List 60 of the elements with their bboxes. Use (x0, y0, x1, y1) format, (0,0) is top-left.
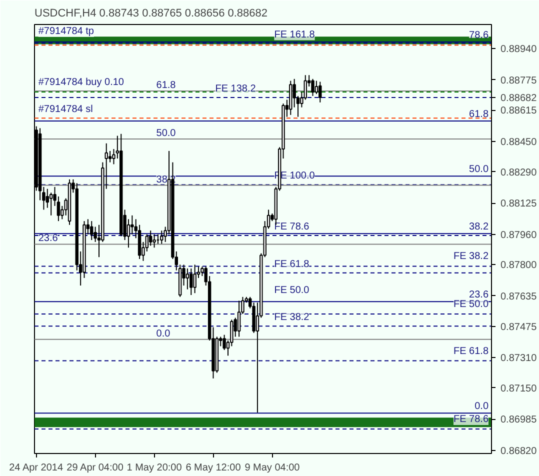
candlestick (237, 300, 241, 338)
y-tick-label: 0.87960 (500, 230, 538, 241)
x-tick-label: 9 May 04:00 (244, 462, 300, 474)
annotation: 50.0 (156, 128, 176, 139)
annotation: FE 61.8 (453, 346, 489, 357)
candlestick (318, 81, 322, 103)
y-tick-label: 0.88615 (500, 106, 538, 117)
x-tick-label: 6 May 12:00 (186, 462, 242, 474)
annotation: FE 38.2 (453, 251, 489, 262)
candlestick (49, 192, 53, 216)
y-tick-label: 0.88125 (500, 198, 538, 210)
annotation: 23.6 (469, 290, 489, 301)
candlestick (304, 74, 307, 100)
y-tick-label: 0.88940 (500, 44, 538, 56)
candlestick (186, 268, 190, 290)
candlestick (90, 220, 94, 241)
annotation: FE 50.0 (274, 285, 310, 296)
y-tick-label: 0.86820 (500, 446, 538, 457)
annotation: #7914784 sl (38, 104, 93, 116)
candlestick (148, 230, 152, 246)
x-tick-label: 29 Apr 04:00 (66, 462, 124, 474)
annotation: FE 161.8 (274, 29, 316, 40)
candlestick (311, 78, 314, 96)
candlestick (193, 264, 196, 294)
annotation: FE 38.2 (274, 312, 310, 324)
chart-title: USDCHF,H4 0.88743 0.88765 0.88656 0.88682 (34, 8, 268, 20)
candlestick (130, 214, 134, 235)
annotation: FE 50.0 (453, 298, 489, 310)
candlestick (152, 234, 156, 248)
y-tick-label: 0.86985 (500, 414, 538, 426)
candlestick (190, 268, 193, 296)
annotation: 61.8 (156, 80, 176, 92)
candlestick (314, 80, 318, 95)
y-tick-label: 0.88775 (500, 75, 538, 86)
y-tick-label: 0.87475 (500, 322, 538, 333)
x-tick-label: 24 Apr 2014 (9, 462, 64, 474)
annotation: 61.8 (469, 108, 489, 120)
annotation: FE 78.6 (453, 414, 489, 426)
annotation: #7914784 buy 0.10 (38, 77, 124, 88)
candlestick (145, 234, 149, 252)
y-tick-label: 0.87635 (500, 291, 538, 302)
candlestick (108, 150, 112, 163)
annotation: #7914784 tp (38, 26, 94, 38)
annotation: 23.6 (38, 233, 58, 244)
annotation: FE 61.8 (274, 258, 310, 270)
annotation: 38.2 (469, 222, 489, 233)
y-tick-label: 0.87800 (500, 260, 538, 272)
annotation: FE 78.6 (274, 221, 310, 232)
candlestick (126, 218, 130, 248)
annotation: FE 138.2 (215, 83, 256, 94)
annotation: 0.0 (156, 328, 171, 340)
annotation: 0.0 (474, 401, 489, 412)
annotation: 50.0 (469, 164, 489, 176)
y-tick-label: 0.87310 (500, 353, 538, 364)
y-tick-label: 0.88450 (500, 136, 538, 148)
y-tick-label: 0.88290 (500, 167, 538, 178)
x-tick-label: 1 May 20:00 (126, 462, 182, 474)
candlestick (160, 230, 164, 244)
y-tick-label: 0.87150 (500, 383, 538, 394)
y-tick-label: 0.88682 (500, 92, 538, 104)
